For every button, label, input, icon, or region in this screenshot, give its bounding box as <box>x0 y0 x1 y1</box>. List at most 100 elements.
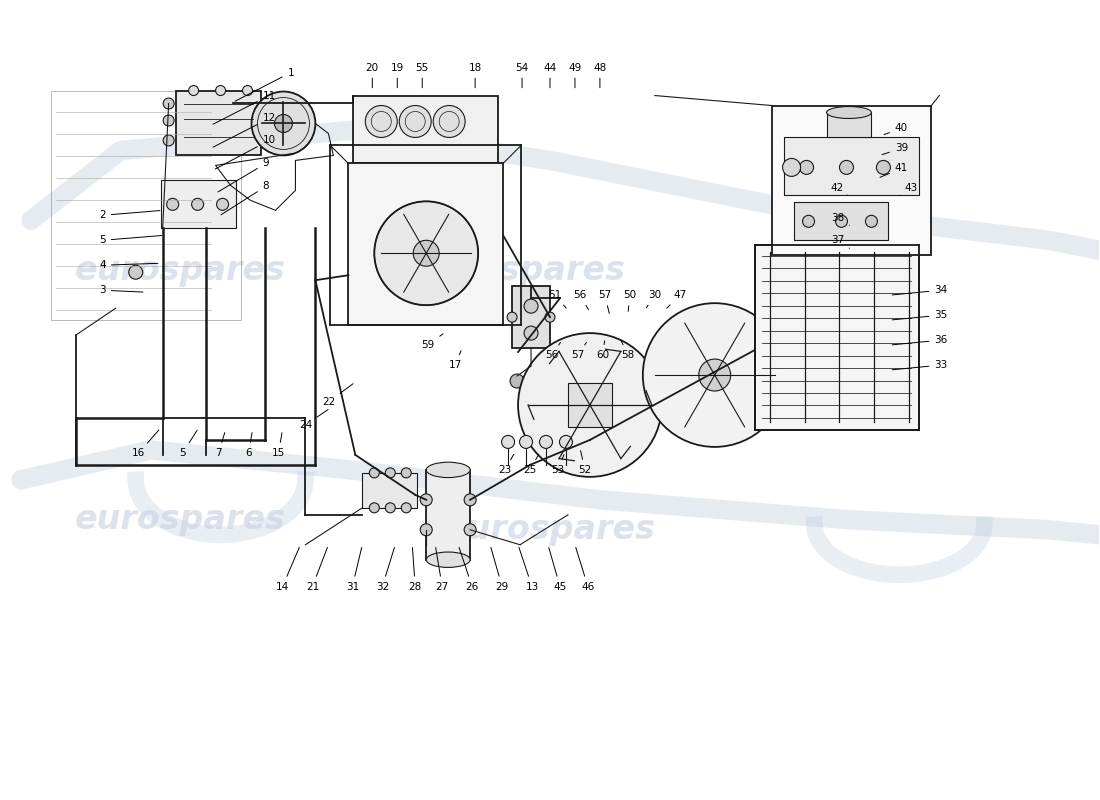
Bar <box>783 138 920 195</box>
Circle shape <box>420 494 432 506</box>
Circle shape <box>782 158 801 176</box>
Text: 29: 29 <box>491 547 508 592</box>
Text: 21: 21 <box>306 547 328 592</box>
Text: 51: 51 <box>549 290 566 308</box>
Text: 42: 42 <box>830 183 847 195</box>
Text: 32: 32 <box>376 547 395 592</box>
Text: 19: 19 <box>390 62 404 88</box>
Bar <box>426 470 470 560</box>
Bar <box>826 113 871 138</box>
Circle shape <box>399 106 431 138</box>
Text: 38: 38 <box>830 214 849 226</box>
Text: 9: 9 <box>218 158 270 192</box>
Circle shape <box>402 468 411 478</box>
Polygon shape <box>755 246 920 430</box>
Circle shape <box>803 215 814 227</box>
Circle shape <box>519 435 532 449</box>
Text: 6: 6 <box>245 433 252 458</box>
Ellipse shape <box>426 552 470 567</box>
Text: 41: 41 <box>880 163 907 178</box>
Text: 11: 11 <box>213 90 276 124</box>
Circle shape <box>464 524 476 536</box>
Circle shape <box>839 161 854 174</box>
Text: 56: 56 <box>573 290 588 310</box>
Text: 26: 26 <box>459 547 478 592</box>
Text: 57: 57 <box>571 342 586 360</box>
Circle shape <box>800 161 814 174</box>
Bar <box>568 383 612 427</box>
Text: 39: 39 <box>882 143 908 154</box>
Text: 17: 17 <box>449 350 462 370</box>
Text: 1: 1 <box>235 67 294 102</box>
Bar <box>513 286 550 348</box>
Bar <box>349 163 503 325</box>
Circle shape <box>420 524 432 536</box>
Circle shape <box>877 161 890 174</box>
Text: 24: 24 <box>299 410 328 430</box>
Circle shape <box>216 86 225 95</box>
Text: 56: 56 <box>546 342 560 360</box>
Text: 57: 57 <box>598 290 612 314</box>
Text: 54: 54 <box>516 62 529 88</box>
Text: 5: 5 <box>99 235 162 246</box>
Text: 40: 40 <box>884 123 908 134</box>
Text: eurospares: eurospares <box>415 254 626 286</box>
Bar <box>771 106 932 255</box>
Text: 45: 45 <box>549 547 566 592</box>
Text: 13: 13 <box>519 547 539 592</box>
Circle shape <box>510 374 524 388</box>
Text: 37: 37 <box>830 235 849 248</box>
Ellipse shape <box>826 106 871 118</box>
Circle shape <box>365 106 397 138</box>
Text: 15: 15 <box>272 433 285 458</box>
Text: 30: 30 <box>647 290 661 308</box>
Text: eurospares: eurospares <box>444 514 656 546</box>
Circle shape <box>544 312 556 322</box>
Circle shape <box>167 198 178 210</box>
Text: 25: 25 <box>524 454 539 475</box>
Text: 46: 46 <box>575 547 595 592</box>
Circle shape <box>163 98 174 109</box>
Text: 8: 8 <box>221 182 270 215</box>
Circle shape <box>242 86 253 95</box>
Text: 5: 5 <box>179 430 197 458</box>
Circle shape <box>275 114 293 133</box>
Text: eurospares: eurospares <box>75 254 286 286</box>
Text: 36: 36 <box>892 335 947 345</box>
Circle shape <box>433 106 465 138</box>
Text: 20: 20 <box>365 62 378 88</box>
Circle shape <box>402 503 411 513</box>
Text: 60: 60 <box>596 341 609 360</box>
Text: 16: 16 <box>132 430 158 458</box>
Circle shape <box>560 435 572 449</box>
Circle shape <box>698 359 730 391</box>
Text: 14: 14 <box>276 547 299 592</box>
Text: 33: 33 <box>892 360 947 370</box>
Circle shape <box>539 435 552 449</box>
Circle shape <box>642 303 786 447</box>
Bar <box>793 202 889 240</box>
Text: 2: 2 <box>99 210 160 220</box>
Text: 27: 27 <box>436 547 449 592</box>
Text: 18: 18 <box>469 62 482 88</box>
Circle shape <box>464 494 476 506</box>
Circle shape <box>385 468 395 478</box>
Circle shape <box>163 115 174 126</box>
Circle shape <box>518 333 662 477</box>
Text: 23: 23 <box>498 454 514 475</box>
Text: 12: 12 <box>213 114 276 147</box>
Text: 7: 7 <box>216 433 224 458</box>
Text: 43: 43 <box>900 183 918 195</box>
Circle shape <box>374 202 478 305</box>
Text: 35: 35 <box>892 310 947 320</box>
Circle shape <box>582 397 598 413</box>
Ellipse shape <box>426 462 470 478</box>
Text: 4: 4 <box>99 260 158 270</box>
Circle shape <box>524 326 538 340</box>
Text: 44: 44 <box>543 62 557 88</box>
Bar <box>353 95 498 163</box>
Circle shape <box>385 503 395 513</box>
Circle shape <box>163 135 174 146</box>
Text: 49: 49 <box>569 62 582 88</box>
Circle shape <box>866 215 878 227</box>
